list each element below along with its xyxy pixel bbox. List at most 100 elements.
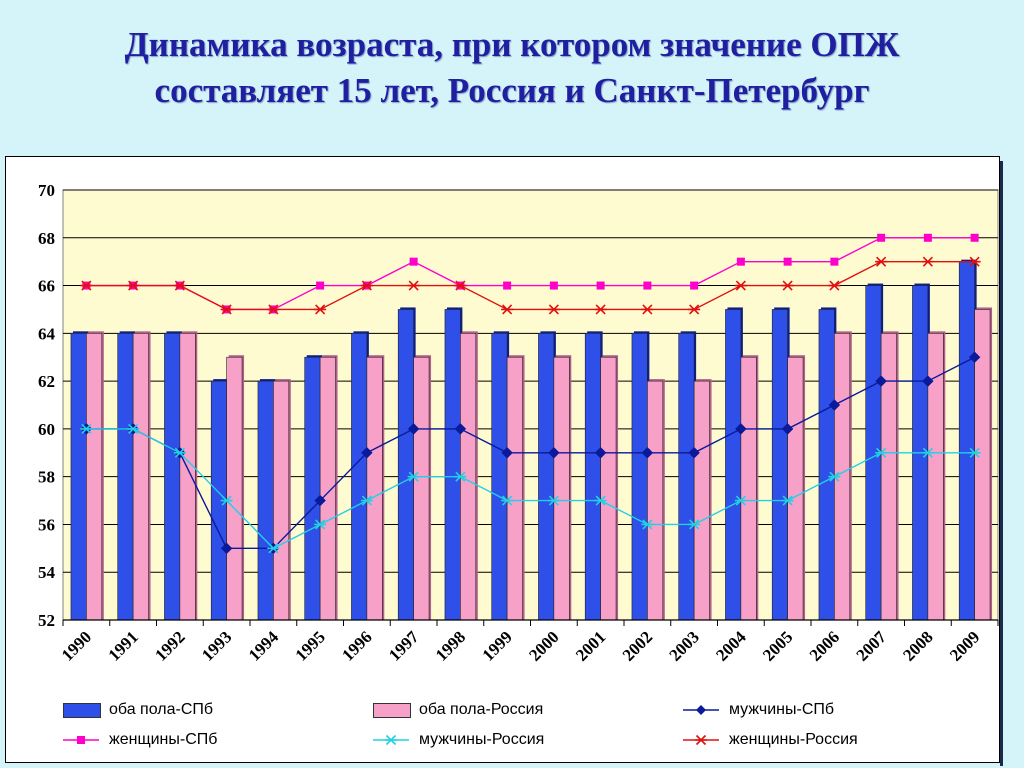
x-tick-label-2005: 2005 (759, 627, 796, 664)
y-tick-label-2: 56 (38, 515, 55, 534)
legend-item-line-3: женщины-Россия (681, 729, 858, 751)
bar-1-2004 (740, 356, 757, 621)
point-3-2001 (594, 304, 607, 315)
bar-0-1996 (351, 333, 368, 621)
point-2-2003 (688, 519, 701, 530)
x-tick-label-1994: 1994 (245, 627, 283, 665)
point-0-2000 (548, 447, 560, 459)
y-tick-label-4: 60 (38, 420, 55, 439)
title-line-2: составляет 15 лет, Россия и Санкт-Петерб… (154, 71, 870, 110)
point-1-1997 (409, 257, 418, 266)
point-2-1995 (314, 519, 327, 530)
legend-label-line-1: женщины-СПб (109, 731, 218, 748)
x-tick-label-2009: 2009 (946, 627, 983, 664)
point-0-2006 (828, 399, 841, 411)
point-3-2002 (641, 304, 654, 315)
point-0-2003 (688, 447, 700, 459)
bar-1-1997 (413, 356, 430, 621)
legend-item-line-1: женщины-СПб (61, 729, 217, 751)
bar-1-1999 (506, 356, 523, 621)
x-tick-label-2007: 2007 (852, 627, 890, 665)
x-tick-label-1995: 1995 (291, 627, 328, 664)
point-1-2008 (923, 233, 932, 242)
bar-0-1992 (164, 333, 181, 621)
legend-label-line-2: мужчины-Россия (419, 731, 545, 748)
y-tick-label-7: 66 (38, 277, 55, 296)
y-tick-label-0: 52 (38, 611, 55, 630)
x-tick-label-2004: 2004 (712, 627, 750, 665)
bar-0-1995 (304, 356, 321, 621)
chart-svg: 52 54 56 58 60 62 64 66 68 70 1990 1991 1992 1993 1994… (38, 181, 999, 665)
legend-swatch-bar-1 (371, 699, 411, 721)
point-2-2009 (968, 447, 981, 458)
y-tick-label-3: 58 (38, 468, 55, 487)
bar-1-2005 (787, 356, 804, 621)
point-1-2007 (877, 233, 886, 242)
point-2-2001 (594, 495, 607, 506)
point-3-1999 (501, 304, 514, 315)
bar-1-1990 (86, 333, 103, 621)
legend-label-line-3: женщины-Россия (729, 731, 858, 748)
point-2-1998 (454, 471, 467, 482)
bar-0-1994 (257, 380, 274, 621)
point-2-2007 (875, 447, 888, 458)
x-tick-label-1991: 1991 (104, 627, 141, 664)
point-2-2006 (828, 471, 841, 482)
legend-swatch-line-3 (681, 729, 721, 751)
point-3-1996 (360, 280, 373, 291)
point-1-1999 (503, 281, 512, 290)
x-tick-label-1993: 1993 (198, 627, 235, 664)
x-tick-label-1992: 1992 (151, 627, 188, 664)
bar-0-2009 (958, 261, 975, 621)
point-2-2002 (641, 519, 654, 530)
x-tick-label-1997: 1997 (385, 627, 423, 665)
point-3-1991 (127, 280, 140, 291)
point-0-1997 (407, 423, 420, 435)
bar-1-1992 (179, 333, 196, 621)
point-0-2008 (922, 375, 934, 387)
legend-label-bar-0: оба пола-СПб (109, 701, 214, 718)
bar-1-2002 (647, 380, 664, 621)
point-2-1994 (267, 543, 280, 554)
bar-1-2007 (880, 333, 897, 621)
point-1-1995 (316, 281, 325, 290)
bar-0-2002 (631, 333, 648, 621)
point-2-1999 (501, 495, 514, 506)
point-3-1998 (454, 280, 467, 291)
bar-1-2008 (927, 333, 944, 621)
line-series-3 (86, 260, 975, 311)
y-tick-label-6: 64 (38, 324, 56, 343)
point-0-1998 (454, 423, 467, 435)
y-tick-label-9: 70 (38, 181, 55, 200)
bar-1-1991 (132, 333, 149, 621)
point-0-1995 (314, 494, 326, 507)
point-2-2008 (921, 447, 934, 458)
bar-0-2006 (818, 309, 835, 621)
point-3-1992 (173, 280, 186, 291)
x-tick-label-2008: 2008 (899, 627, 936, 664)
point-2-1992 (173, 447, 186, 458)
bar-0-2001 (584, 333, 601, 621)
point-2-1991 (127, 423, 140, 434)
point-0-2004 (735, 423, 747, 435)
x-tick-label-2003: 2003 (665, 627, 702, 664)
point-3-2000 (547, 304, 560, 315)
point-3-2004 (734, 280, 747, 291)
point-1-2004 (736, 257, 745, 266)
point-3-2005 (781, 280, 794, 291)
point-0-1996 (361, 447, 373, 459)
x-tick-label-1998: 1998 (432, 627, 469, 664)
point-0-2001 (594, 447, 607, 459)
point-3-1994 (267, 304, 280, 315)
line-series-2 (86, 428, 975, 550)
legend-item-line-0: мужчины-СПб (681, 699, 834, 721)
point-1-2006 (830, 257, 839, 266)
point-3-2009 (968, 256, 981, 267)
bar-0-2004 (725, 309, 742, 621)
bar-1-2000 (553, 356, 570, 621)
legend-swatch-line-1 (61, 729, 101, 751)
point-3-2006 (828, 280, 841, 291)
point-2-2005 (781, 495, 794, 506)
point-2-2000 (547, 495, 560, 506)
point-0-2007 (875, 375, 887, 387)
